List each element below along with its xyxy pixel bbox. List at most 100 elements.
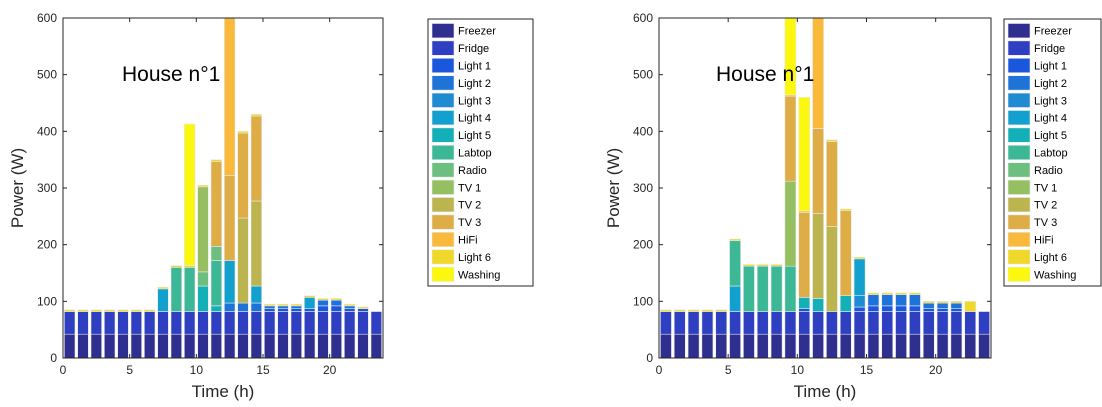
legend: Freezer Fridge Light 1 Light 2 Light 3 Light … [1003, 18, 1102, 287]
legend-swatch [431, 162, 455, 178]
legend-entry: Light 2 [458, 78, 491, 90]
x-tick-label: 20 [929, 363, 943, 377]
y-tick-label: 0 [646, 351, 653, 365]
bar-light-1-19 [922, 308, 935, 312]
bar-light-6-8 [770, 264, 783, 267]
bar-light-1-21 [344, 308, 356, 312]
legend-entry: Light 3 [1034, 95, 1067, 107]
bar-fridge-11 [812, 311, 824, 335]
legend-entry: TV 3 [458, 217, 481, 229]
legend-swatch [431, 249, 455, 265]
bar-light-6-12 [826, 139, 838, 142]
bar-fridge-9 [784, 311, 797, 335]
bar-freezer-15 [264, 333, 276, 358]
legend-entry: Light 1 [1034, 61, 1067, 73]
legend-swatch [431, 179, 455, 195]
chart-panel-1: 0 100 200 300 400 500 600 0 5 10 15 20 Time (h) Power… [8, 11, 534, 401]
bar-light-1-20 [936, 308, 949, 312]
legend-entry: TV 1 [1034, 182, 1057, 194]
bar-fridge-19 [317, 311, 329, 335]
bar-light-2-16 [277, 305, 289, 310]
legend-swatch [431, 110, 455, 126]
bar-fridge-23 [978, 311, 990, 335]
bar-fridge-20 [330, 311, 342, 335]
bar-hifi-12 [224, 18, 236, 176]
legend-swatch [431, 57, 455, 73]
legend-swatch [1007, 23, 1031, 39]
bar-light-6-7 [756, 264, 769, 267]
bar-freezer-10 [197, 333, 209, 358]
legend-swatch [1007, 266, 1031, 282]
bar-washing-9 [184, 123, 196, 266]
bar-radio-10 [197, 271, 209, 287]
bar-fridge-17 [895, 311, 907, 335]
bar-light-6-6 [743, 264, 755, 267]
bar-fridge-17 [290, 311, 302, 335]
bar-light-2-21 [344, 305, 356, 310]
legend-entry: Light 2 [1034, 78, 1067, 90]
bar-light-6-15 [867, 292, 880, 295]
x-tick-label: 0 [60, 363, 67, 377]
bar-freezer-8 [770, 333, 783, 358]
y-axis-label: Power (W) [604, 148, 623, 228]
bar-light-4-7 [157, 288, 169, 312]
bar-light-5-11 [210, 305, 222, 312]
bar-fridge-13 [839, 311, 852, 335]
bar-tv-3-12 [224, 175, 236, 261]
legend-swatch [431, 23, 455, 39]
legend-entry: Labtop [1034, 148, 1068, 160]
legend: Freezer Fridge Light 1 Light 2 Light 3 Light … [427, 18, 534, 287]
x-tick-label: 15 [860, 363, 874, 377]
bar-light-6-22 [357, 306, 369, 309]
bar-light-6-6 [144, 309, 156, 312]
legend-swatch [431, 197, 455, 213]
y-tick-label: 400 [633, 124, 653, 138]
bar-tv-3-13 [237, 132, 249, 219]
bar-freezer-22 [964, 333, 977, 358]
bar-freezer-0 [660, 333, 672, 358]
x-tick-label: 5 [725, 363, 732, 377]
bar-washing-9 [784, 18, 797, 95]
bar-fridge-10 [798, 311, 811, 335]
bar-light-6-14 [250, 114, 262, 117]
bar-light-6-19 [317, 298, 329, 301]
legend-swatch [431, 214, 455, 230]
bar-light-6-19 [922, 301, 935, 304]
bar-light-2-19 [922, 302, 935, 309]
legend-swatch [1007, 162, 1031, 178]
y-tick-label: 200 [37, 238, 57, 252]
bar-freezer-9 [184, 333, 196, 358]
bar-light-6-0 [660, 309, 672, 312]
bar-light-4-12 [224, 260, 236, 304]
bar-light-6-8 [170, 265, 182, 268]
bar-light-6-17 [290, 303, 302, 307]
bar-freezer-7 [157, 333, 169, 358]
bar-light-1-15 [867, 305, 880, 312]
bar-light-6-3 [701, 309, 714, 312]
bar-fridge-4 [117, 311, 129, 335]
bar-fridge-7 [756, 311, 769, 335]
bar-light-2-20 [936, 302, 949, 309]
bar-freezer-7 [756, 333, 769, 358]
chart-panel-2: 0 100 200 300 400 500 600 0 5 10 15 20 Time (h) Power… [604, 11, 1102, 401]
bar-labtop-9 [184, 267, 196, 312]
bar-freezer-12 [826, 333, 838, 358]
bar-light-4-14 [853, 258, 866, 296]
bar-fridge-13 [237, 311, 249, 335]
legend-swatch [431, 232, 455, 248]
bar-light-6-10 [197, 184, 209, 188]
legend-entry: Freezer [1034, 26, 1072, 38]
legend-swatch [1007, 57, 1031, 73]
legend-entry: Light 3 [458, 95, 491, 107]
bar-freezer-22 [357, 333, 369, 358]
house-annotation: House n°1 [716, 63, 814, 86]
bar-freezer-18 [909, 333, 921, 358]
bar-freezer-2 [687, 333, 700, 358]
x-tick-label: 5 [126, 363, 133, 377]
bar-freezer-5 [729, 333, 741, 358]
bar-labtop-6 [743, 265, 755, 312]
bar-light-2-13 [237, 302, 249, 312]
bar-freezer-3 [104, 333, 116, 358]
bar-fridge-21 [950, 311, 963, 335]
y-tick-label: 600 [633, 11, 653, 25]
